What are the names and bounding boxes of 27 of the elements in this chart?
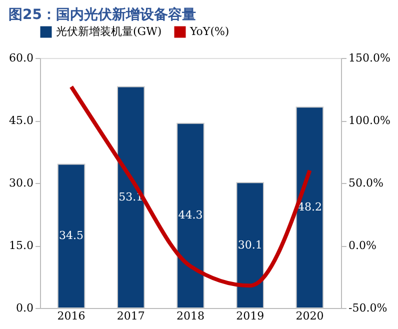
- y-tick-label: 0.0: [16, 302, 34, 314]
- x-tick-label: 2017: [116, 310, 145, 322]
- y2-tick-label: 50.0%: [348, 176, 384, 190]
- y-tick-label: 45.0: [9, 114, 34, 127]
- legend-label: YoY(%): [189, 25, 230, 38]
- text: 48.2: [297, 200, 322, 214]
- y2-tick-label: 150.0%: [348, 52, 390, 64]
- y-tick-label: 15.0: [9, 239, 34, 252]
- y2-tick-label: -50.0%: [348, 302, 388, 314]
- x-tick-label: 2016: [57, 310, 86, 322]
- y2-tick-label: 100.0%: [348, 114, 390, 127]
- bar: [176, 122, 204, 308]
- text: 30.1: [238, 238, 262, 252]
- text: 34.5: [59, 229, 84, 242]
- x-tick-label: 2018: [176, 310, 204, 322]
- x-tick-label: 2019: [236, 310, 264, 322]
- x-tick-label: 2020: [296, 310, 324, 322]
- y-tick-label: 30.0: [9, 176, 34, 190]
- bar: [57, 164, 86, 308]
- text: 44.3: [178, 208, 203, 222]
- legend-label: 光伏新增装机量(GW): [56, 25, 162, 38]
- y2-tick-label: 0.0%: [348, 239, 376, 252]
- bar: [296, 106, 324, 308]
- y-tick-label: 60.0: [9, 52, 34, 64]
- bar: [116, 86, 145, 308]
- bar: [236, 182, 264, 308]
- chart-title: 图25：国内光伏新增设备容量: [8, 6, 196, 23]
